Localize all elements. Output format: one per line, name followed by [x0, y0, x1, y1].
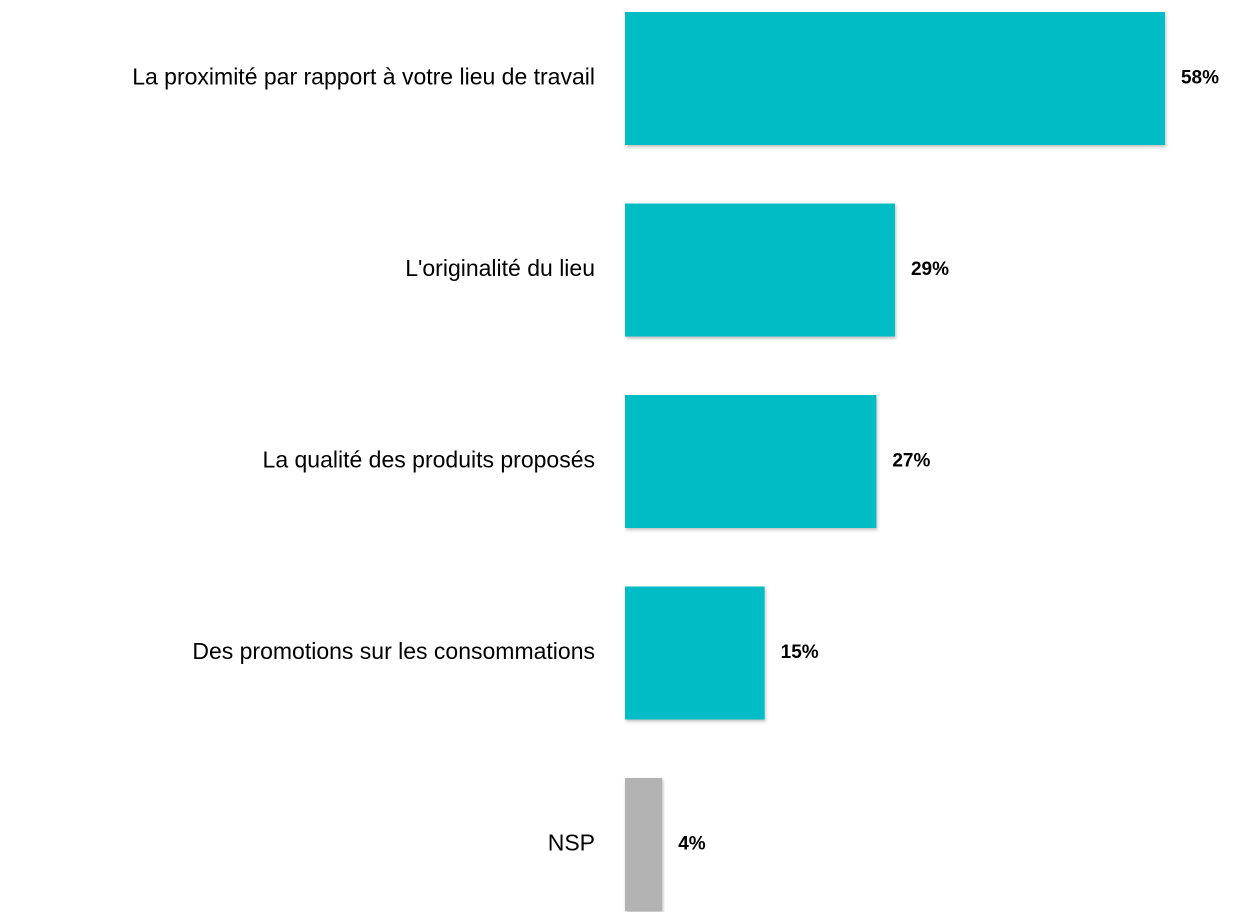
- bar: [625, 778, 663, 911]
- bar: [625, 586, 765, 720]
- category-label: NSP: [548, 830, 595, 856]
- bar: [625, 203, 895, 337]
- category-label: La proximité par rapport à votre lieu de…: [132, 64, 595, 90]
- value-label: 4%: [678, 834, 706, 855]
- category-label: Des promotions sur les consommations: [192, 638, 595, 664]
- value-label: 15%: [781, 642, 819, 663]
- value-label: 27%: [892, 451, 930, 472]
- value-label: 29%: [911, 259, 949, 280]
- category-label: L'originalité du lieu: [405, 255, 595, 281]
- category-label: La qualité des produits proposés: [263, 447, 595, 473]
- bar: [625, 395, 877, 528]
- bar: [625, 12, 1165, 145]
- value-label: 58%: [1181, 68, 1219, 89]
